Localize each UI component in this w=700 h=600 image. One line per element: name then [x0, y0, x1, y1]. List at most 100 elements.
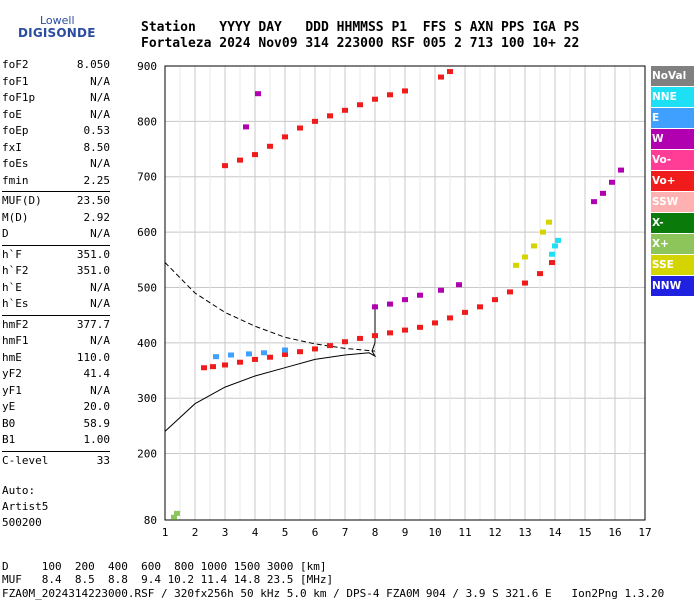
- trace-point: [456, 282, 462, 288]
- x-tick-label: 10: [428, 526, 441, 539]
- x-tick-label: 11: [458, 526, 471, 539]
- auto-artist: Artist5: [2, 500, 49, 513]
- trace-point: [267, 354, 273, 360]
- param-value: N/A: [90, 157, 110, 170]
- trace-point: [555, 237, 561, 243]
- x-tick-label: 6: [312, 526, 319, 539]
- param-label: yF1: [2, 383, 22, 397]
- param-row: yF2 41.4: [2, 367, 110, 384]
- trace-point: [540, 229, 546, 235]
- x-tick-label: 14: [548, 526, 562, 539]
- trace-point: [522, 254, 528, 260]
- legend-entry: Vo+: [651, 171, 694, 191]
- legend-entry: W: [651, 129, 694, 149]
- y-tick-label: 600: [137, 226, 157, 239]
- trace-point: [549, 260, 555, 266]
- param-row: foEp 0.53: [2, 124, 110, 141]
- y-tick-label: 300: [137, 392, 157, 405]
- trace-point: [342, 339, 348, 345]
- trace-point: [282, 347, 288, 353]
- logo-main-text: DIGISONDE: [18, 26, 96, 40]
- param-row: foEs N/A: [2, 157, 110, 174]
- param-row: h`E N/A: [2, 281, 110, 298]
- trace-point: [387, 330, 393, 336]
- trace-point: [507, 289, 513, 295]
- x-tick-label: 8: [372, 526, 379, 539]
- param-row: foF1 N/A: [2, 75, 110, 92]
- trace-point: [447, 315, 453, 321]
- footer-muf-row: MUF 8.4 8.5 8.8 9.4 10.2 11.4 14.8 23.5 …: [2, 573, 334, 586]
- trace-point: [171, 514, 177, 520]
- param-value: 58.9: [83, 416, 111, 430]
- trace-point: [552, 243, 558, 249]
- param-label: yE: [2, 400, 16, 413]
- param-value: N/A: [90, 227, 110, 240]
- param-value: 20.0: [83, 400, 111, 413]
- trace-point: [402, 88, 408, 94]
- trace-point: [282, 351, 288, 357]
- trace-point: [222, 362, 228, 368]
- param-row: MUF(D) 23.50: [2, 194, 110, 211]
- param-value: N/A: [90, 91, 110, 104]
- trace-point: [372, 333, 378, 339]
- param-label: h`E: [2, 280, 22, 294]
- trace-point: [357, 102, 363, 108]
- trace-point: [342, 107, 348, 113]
- param-value: 0.53: [83, 124, 111, 137]
- param-row: h`F 351.0: [2, 248, 110, 265]
- trace-point: [297, 349, 303, 355]
- trace-point: [372, 96, 378, 102]
- trace-point: [210, 364, 216, 370]
- param-value: N/A: [90, 297, 110, 310]
- trace-point: [237, 157, 243, 163]
- trace-point: [267, 143, 273, 149]
- trace-point: [243, 124, 249, 130]
- x-tick-label: 13: [518, 526, 531, 539]
- trace-point: [228, 352, 234, 358]
- legend-entry: NNE: [651, 87, 694, 107]
- trace-point: [609, 179, 615, 185]
- param-row: foF2 8.050: [2, 58, 110, 75]
- y-tick-label: 200: [137, 448, 157, 461]
- trace-point: [387, 92, 393, 98]
- param-label: MUF(D): [2, 194, 42, 207]
- legend-entry: Vo-: [651, 150, 694, 170]
- param-value: 377.7: [76, 317, 110, 331]
- param-value: N/A: [90, 107, 110, 121]
- x-tick-label: 7: [342, 526, 349, 539]
- legend-entry: SSW: [651, 192, 694, 212]
- param-label: hmF1: [2, 334, 29, 347]
- auto-label: Auto:: [2, 484, 36, 497]
- trace-point: [522, 280, 528, 286]
- y-tick-label: 800: [137, 115, 157, 128]
- trace-point: [417, 324, 423, 330]
- param-label: h`F: [2, 247, 22, 261]
- param-row: yE 20.0: [2, 400, 110, 417]
- legend-entry: SSE: [651, 255, 694, 275]
- y-tick-label: 900: [137, 60, 157, 73]
- trace-point: [447, 69, 453, 75]
- trace-point: [513, 262, 519, 268]
- x-tick-label: 16: [608, 526, 621, 539]
- x-tick-label: 5: [282, 526, 289, 539]
- auto-code: 500200: [2, 516, 42, 529]
- param-label: h`Es: [2, 297, 29, 310]
- header-labels: Station YYYY DAY DDD HHMMSS P1 FFS S AXN…: [141, 20, 580, 35]
- x-tick-label: 4: [252, 526, 259, 539]
- param-label: foF1p: [2, 91, 36, 104]
- digisonde-logo: Lowell DIGISONDE: [4, 4, 95, 44]
- trace-point: [546, 219, 552, 225]
- trace-point: [402, 327, 408, 333]
- param-value: N/A: [90, 74, 110, 88]
- param-value: 8.050: [76, 58, 110, 71]
- trace-point: [417, 292, 423, 298]
- param-row: B0 58.9: [2, 417, 110, 434]
- trace-point: [327, 113, 333, 119]
- trace-point: [282, 134, 288, 140]
- param-label: h`F2: [2, 264, 29, 277]
- legend-entry: NNW: [651, 276, 694, 296]
- trace-point: [252, 152, 258, 158]
- header-values: Fortaleza 2024 Nov09 314 223000 RSF 005 …: [141, 36, 580, 51]
- param-row: yF1 N/A: [2, 384, 110, 401]
- trace-point: [222, 163, 228, 169]
